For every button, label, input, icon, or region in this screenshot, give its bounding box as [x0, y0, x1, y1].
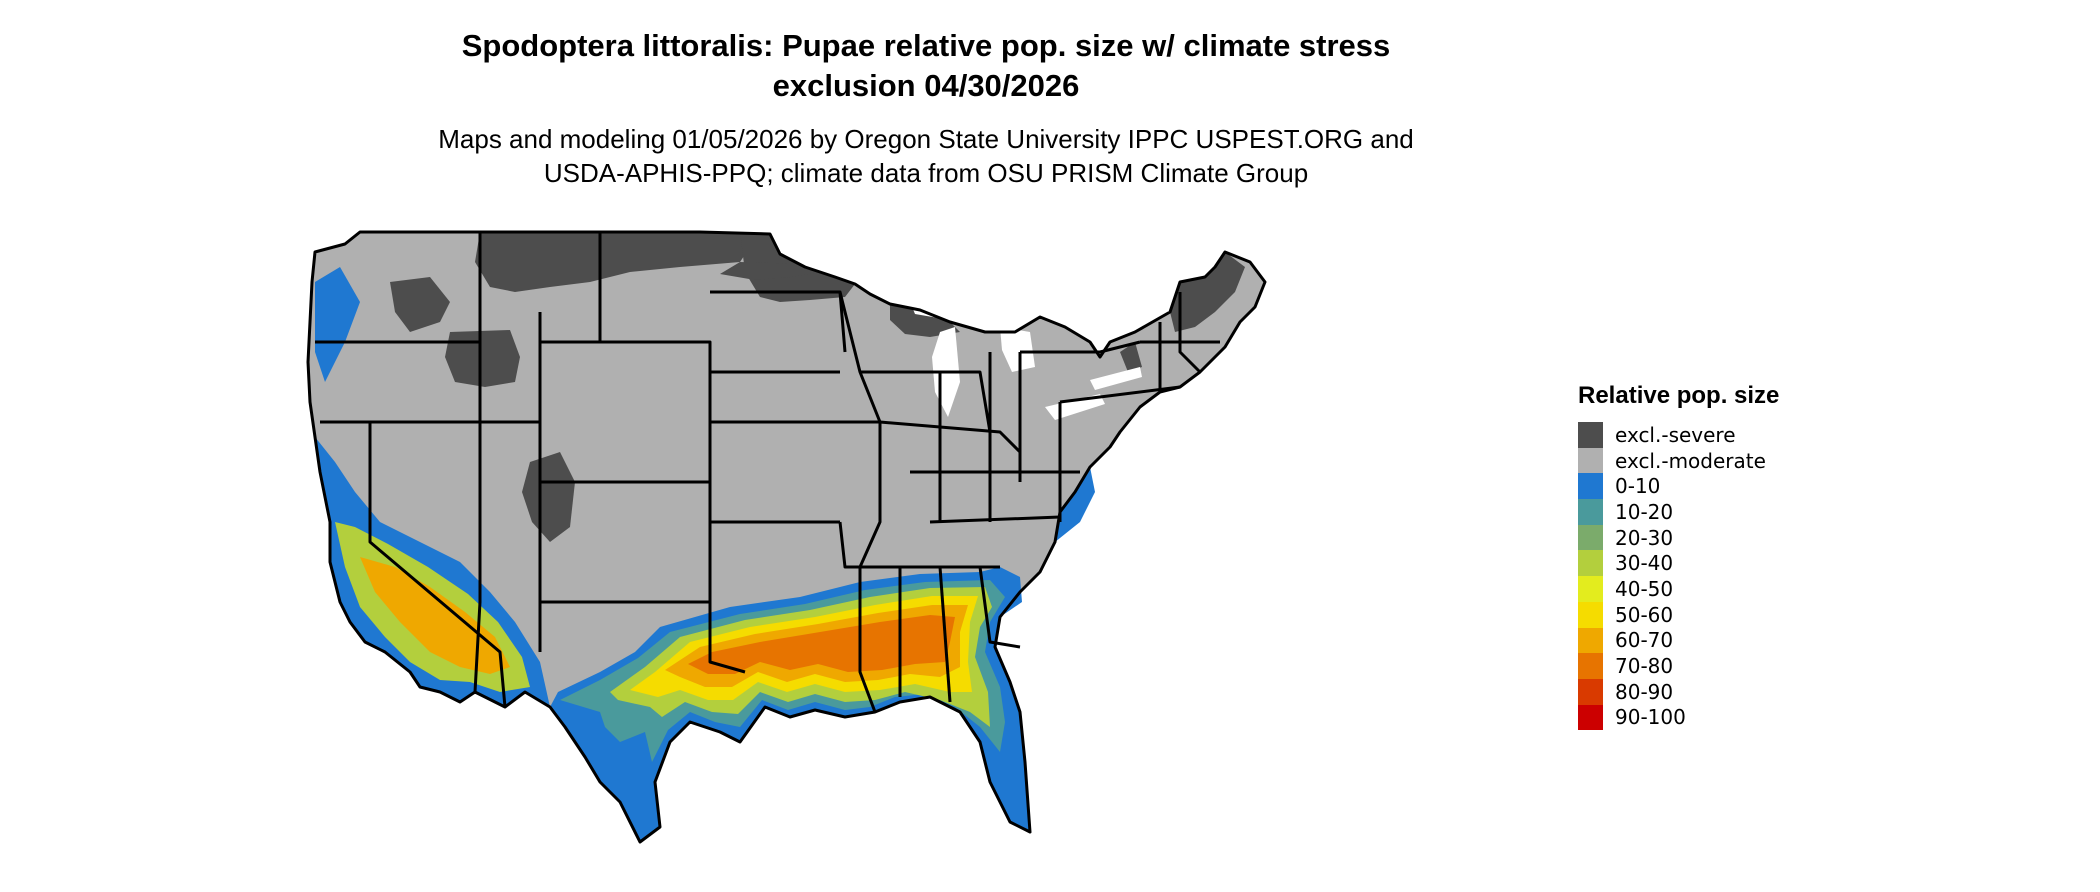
us-landmass	[308, 232, 1265, 842]
legend-title: Relative pop. size	[1578, 382, 1780, 409]
legend-label: 50-60	[1615, 602, 1674, 627]
map-title-line-1: Spodoptera littoralis: Pupae relative po…	[461, 28, 1391, 63]
legend-label: 30-40	[1615, 551, 1674, 576]
legend-item: 40-50	[1578, 576, 1878, 602]
legend-label: excl.-moderate	[1615, 448, 1766, 473]
legend-item: 80-90	[1578, 678, 1878, 705]
legend-swatch	[1578, 678, 1603, 705]
legend-swatch	[1578, 550, 1603, 577]
legend-label: 20-30	[1615, 525, 1674, 550]
legend-item: 10-20	[1578, 499, 1878, 525]
legend-item: 70-80	[1578, 653, 1878, 679]
legend-label: 70-80	[1615, 654, 1674, 679]
map-title-line-2: exclusion 04/30/2026	[772, 68, 1080, 103]
legend-item: 60-70	[1578, 627, 1878, 654]
population-bands	[315, 267, 1095, 842]
legend-swatch	[1578, 704, 1603, 731]
legend-label: 0-10	[1615, 474, 1661, 499]
legend-swatch	[1578, 422, 1603, 448]
legend-item: 30-40	[1578, 550, 1878, 577]
legend-label: 60-70	[1615, 628, 1674, 653]
legend-swatch	[1578, 653, 1603, 679]
legend-swatch	[1578, 576, 1603, 602]
map-subtitle-line-1: Maps and modeling 01/05/2026 by Oregon S…	[438, 124, 1414, 154]
legend-items: excl.-severe excl.-moderate 0-10 10-20 20-30…	[1578, 422, 1878, 731]
map-legend: Relative pop. size excl.-severe excl.-mod…	[1578, 380, 1878, 731]
legend-item: excl.-severe	[1578, 422, 1878, 448]
legend-label: 40-50	[1615, 576, 1674, 601]
legend-label: 80-90	[1615, 679, 1674, 704]
legend-item: 50-60	[1578, 601, 1878, 628]
legend-swatch	[1578, 524, 1603, 551]
severe-exclusion-zones	[390, 232, 1245, 542]
us-population-map	[306, 230, 1267, 844]
legend-label: 10-20	[1615, 499, 1674, 524]
legend-item: 90-100	[1578, 704, 1878, 731]
legend-swatch	[1578, 473, 1603, 500]
state-boundaries	[306, 230, 1267, 844]
legend-item: excl.-moderate	[1578, 447, 1878, 474]
legend-item: 20-30	[1578, 524, 1878, 551]
legend-swatch	[1578, 627, 1603, 654]
legend-swatch	[1578, 499, 1603, 525]
map-subtitle-line-2: USDA-APHIS-PPQ; climate data from OSU PR…	[543, 158, 1309, 188]
legend-item: 0-10	[1578, 473, 1878, 500]
legend-label: 90-100	[1615, 705, 1686, 730]
legend-swatch	[1578, 601, 1603, 628]
legend-label: excl.-severe	[1615, 422, 1736, 447]
legend-swatch	[1578, 447, 1603, 474]
